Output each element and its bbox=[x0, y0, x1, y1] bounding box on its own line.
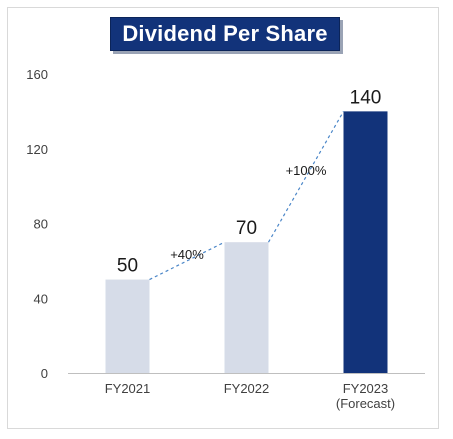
y-tick-label: 80 bbox=[34, 217, 48, 232]
labels: 50 FY2021 70 FY2022 140 FY2023(Forecast) +40% +… bbox=[105, 87, 395, 411]
growth-label: +100% bbox=[286, 163, 327, 178]
category-label: FY2021 bbox=[105, 381, 151, 396]
bar bbox=[343, 111, 388, 373]
bar bbox=[105, 279, 150, 373]
growth-connector-line bbox=[267, 111, 345, 243]
bars bbox=[105, 111, 388, 373]
category-label: (Forecast) bbox=[336, 396, 395, 411]
y-tick-label: 0 bbox=[41, 366, 48, 381]
value-label: 50 bbox=[117, 256, 138, 277]
chart-title: Dividend Per Share bbox=[110, 17, 340, 51]
growth-label: +40% bbox=[170, 247, 204, 262]
chart-title-text: Dividend Per Share bbox=[122, 21, 328, 46]
y-axis: 0 40 80 120 160 bbox=[26, 67, 425, 381]
category-label: FY2022 bbox=[224, 381, 270, 396]
category-label: FY2023 bbox=[343, 381, 389, 396]
growth-connector-line bbox=[149, 241, 225, 281]
bar bbox=[224, 242, 269, 373]
value-label: 70 bbox=[236, 218, 257, 239]
y-tick-label: 160 bbox=[26, 67, 48, 82]
value-label: 140 bbox=[350, 87, 382, 108]
y-tick-label: 120 bbox=[26, 142, 48, 157]
growth-connectors bbox=[149, 111, 345, 281]
y-tick-label: 40 bbox=[34, 291, 48, 306]
